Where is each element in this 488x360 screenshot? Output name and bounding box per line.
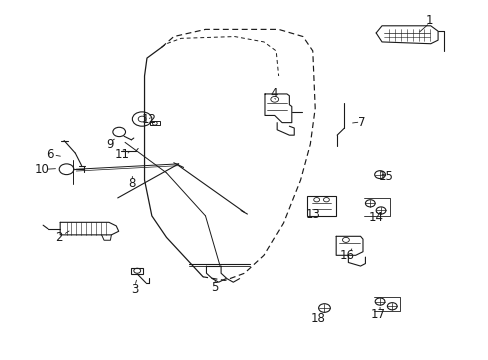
Text: 18: 18 bbox=[309, 311, 325, 325]
Text: 1: 1 bbox=[425, 14, 433, 27]
Bar bbox=[131, 267, 143, 274]
Text: 4: 4 bbox=[269, 87, 277, 100]
Text: 10: 10 bbox=[35, 163, 49, 176]
Text: 2: 2 bbox=[55, 231, 63, 244]
Text: 11: 11 bbox=[115, 148, 130, 161]
Text: 13: 13 bbox=[305, 208, 320, 221]
Text: 6: 6 bbox=[45, 148, 53, 161]
Text: 3: 3 bbox=[131, 283, 138, 296]
Text: 16: 16 bbox=[339, 249, 354, 262]
Text: 17: 17 bbox=[370, 308, 386, 321]
Text: 15: 15 bbox=[378, 170, 392, 183]
Text: 14: 14 bbox=[368, 211, 383, 224]
Bar bbox=[306, 196, 335, 216]
Text: 8: 8 bbox=[128, 177, 136, 190]
Text: 7: 7 bbox=[357, 116, 365, 129]
Text: 12: 12 bbox=[142, 113, 157, 126]
Text: 5: 5 bbox=[211, 281, 219, 294]
Text: 9: 9 bbox=[106, 138, 114, 150]
Bar bbox=[150, 121, 159, 126]
